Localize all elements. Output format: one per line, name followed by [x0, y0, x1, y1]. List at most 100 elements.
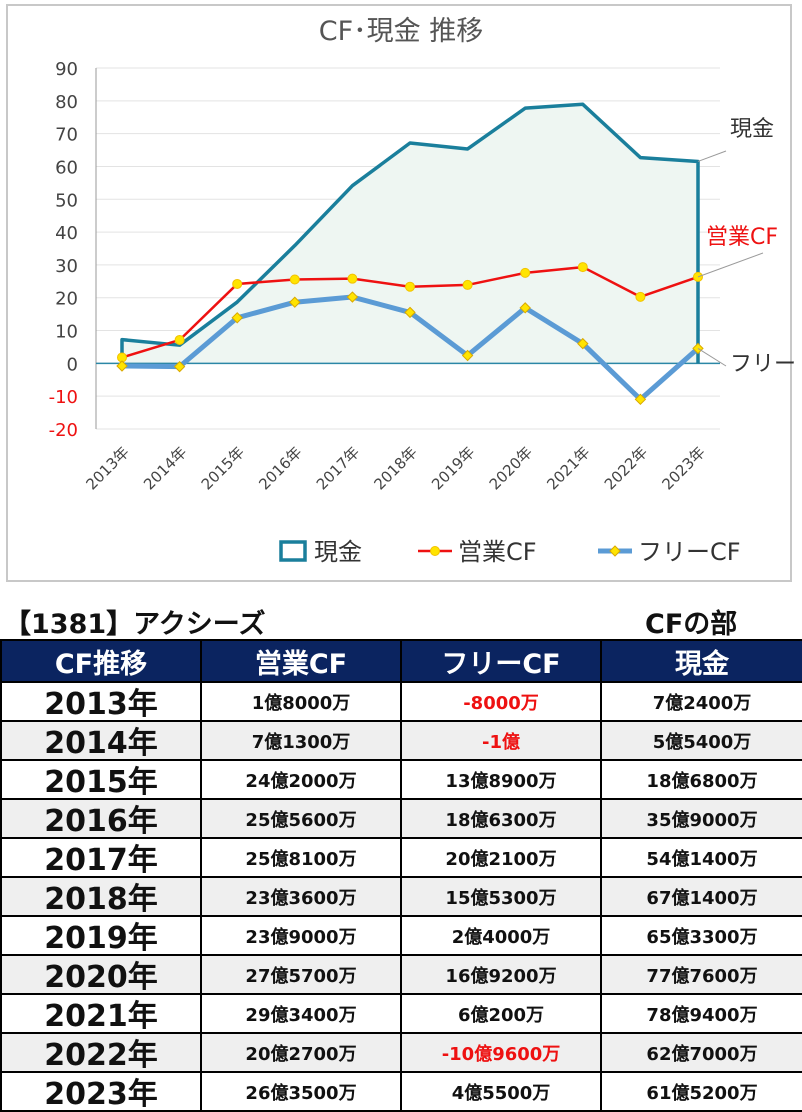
year-cell: 2017年	[0, 837, 202, 878]
cash-cell: 67億1400万	[600, 876, 802, 917]
operating-cf-cell: 20億2700万	[200, 1032, 402, 1073]
year-cell: 2021年	[0, 993, 202, 1034]
year-cell: 2018年	[0, 876, 202, 917]
free-cf-cell: 6億200万	[400, 993, 602, 1034]
operating-cf-cell: 26億3500万	[200, 1071, 402, 1112]
annotation-leader	[697, 348, 727, 367]
legend-marker-operating-cf	[430, 546, 440, 556]
x-tick-label: 2022年	[601, 443, 651, 493]
table-row: 2020年 27億5700万 16億9200万 77億7600万	[0, 954, 802, 995]
free-cf-point	[519, 302, 531, 314]
legend-label-operating-cf: 営業CF	[458, 538, 537, 566]
operating-cf-point	[577, 262, 588, 273]
operating-cf-point	[289, 274, 300, 285]
legend-marker-free-cf	[609, 545, 621, 557]
company-title: 【1381】アクシーズ	[4, 609, 266, 640]
x-tick-label: 2020年	[486, 443, 536, 493]
free-cf-cell: 18億6300万	[400, 798, 602, 839]
year-cell: 2023年	[0, 1071, 202, 1112]
operating-cf-point	[174, 334, 185, 345]
cf-table: CF推移 営業CF フリーCF 現金 2013年 1億8000万 -8000万 7億2…	[0, 639, 802, 1112]
operating-cf-cell: 24億2000万	[200, 759, 402, 800]
cash-cell: 18億6800万	[600, 759, 802, 800]
x-tick-label: 2021年	[543, 443, 593, 493]
free-cf-cell: 20億2100万	[400, 837, 602, 878]
column-header-operating-cf: 営業CF	[200, 639, 402, 683]
table-row: 2014年 7億1300万 -1億 5億5400万	[0, 720, 802, 761]
series-line-cash	[120, 102, 700, 364]
cash-cell: 61億5200万	[600, 1071, 802, 1112]
operating-cf-point	[635, 291, 646, 302]
free-cf-point	[404, 306, 416, 319]
year-cell: 2020年	[0, 954, 202, 995]
cash-cell: 35億9000万	[600, 798, 802, 839]
y-tick-label: 30	[55, 256, 78, 277]
x-tick-label: 2019年	[428, 443, 478, 493]
column-header-free-cf: フリーCF	[400, 639, 602, 683]
section-title: CFの部	[645, 609, 738, 640]
free-cf-cell: -10億9600万	[400, 1032, 602, 1073]
cash-cell: 7億2400万	[600, 681, 802, 722]
cash-cell: 54億1400万	[600, 837, 802, 878]
free-cf-point	[634, 393, 647, 406]
table-body: 2013年 1億8000万 -8000万 7億2400万 2014年 7億1300万 -1億…	[0, 681, 802, 1112]
x-tick-label: 2014年	[140, 443, 190, 493]
year-cell: 2016年	[0, 798, 202, 839]
y-tick-label: 0	[67, 354, 78, 375]
operating-cf-point	[520, 267, 531, 278]
operating-cf-cell: 1億8000万	[200, 681, 402, 722]
year-cell: 2022年	[0, 1032, 202, 1073]
operating-cf-cell: 23億9000万	[200, 915, 402, 956]
table-row: 2019年 23億9000万 2億4000万 65億3300万	[0, 915, 802, 956]
table-row: 2021年 29億3400万 6億200万 78億9400万	[0, 993, 802, 1034]
table-header: CF推移 営業CF フリーCF 現金	[0, 639, 802, 683]
chart-title: CF･現金 推移	[319, 16, 483, 47]
y-tick-label: 70	[55, 125, 78, 146]
free-cf-cell: -8000万	[400, 681, 602, 722]
free-cf-cell: 4億5500万	[400, 1071, 602, 1112]
cash-cell: 5億5400万	[600, 720, 802, 761]
y-tick-label: 10	[55, 322, 78, 343]
operating-cf-cell: 23億3600万	[200, 876, 402, 917]
table-row: 2013年 1億8000万 -8000万 7億2400万	[0, 681, 802, 722]
x-tick-label: 2017年	[313, 443, 363, 493]
table-row: 2022年 20億2700万 -10億9600万 62億7000万	[0, 1032, 802, 1073]
y-tick-label: 60	[55, 157, 78, 178]
y-tick-label: -10	[49, 387, 78, 408]
table-row: 2017年 25億8100万 20億2100万 54億1400万	[0, 837, 802, 878]
x-tick-label: 2015年	[198, 443, 248, 493]
annotation-label: 営業CF	[706, 225, 778, 250]
table-row: 2018年 23億3600万 15億5300万 67億1400万	[0, 876, 802, 917]
operating-cf-cell: 29億3400万	[200, 993, 402, 1034]
table-row: 2015年 24億2000万 13億8900万 18億6800万	[0, 759, 802, 800]
annotation-label: 現金	[730, 117, 774, 142]
free-cf-cell: 16億9200万	[400, 954, 602, 995]
cash-cell: 77億7600万	[600, 954, 802, 995]
operating-cf-point	[347, 273, 358, 284]
operating-cf-cell: 25億8100万	[200, 837, 402, 878]
free-cf-point	[173, 360, 186, 373]
operating-cf-point	[405, 281, 415, 292]
year-cell: 2019年	[0, 915, 202, 956]
annotation-leader	[697, 252, 764, 278]
operating-cf-cell: 7億1300万	[200, 720, 402, 761]
cash-cell: 78億9400万	[600, 993, 802, 1034]
x-tick-label: 2023年	[658, 443, 708, 493]
cash-area	[122, 104, 698, 364]
column-header-year: CF推移	[0, 639, 202, 683]
chart-svg: CF･現金 推移9080706050403020100-10-20現金営業CFフ…	[49, 16, 794, 566]
y-tick-label: 80	[55, 92, 78, 113]
y-tick-label: -20	[49, 420, 78, 441]
free-cf-cell: -1億	[400, 720, 602, 761]
y-tick-label: 90	[55, 59, 78, 80]
table-row: 2023年 26億3500万 4億5500万 61億5200万	[0, 1071, 802, 1112]
y-tick-label: 50	[55, 190, 78, 211]
operating-cf-cell: 25億5600万	[200, 798, 402, 839]
free-cf-point	[577, 337, 589, 350]
column-header-cash: 現金	[600, 639, 802, 683]
free-cf-cell: 13億8900万	[400, 759, 602, 800]
chart-frame: CF･現金 推移 90 80 70 60 50 40 30 20 10 0 -10 -20 現金 営業CF フ…	[6, 4, 794, 582]
year-cell: 2015年	[0, 759, 202, 800]
table-row: 2016年 25億5600万 18億6300万 35億9000万	[0, 798, 802, 839]
free-cf-cell: 2億4000万	[400, 915, 602, 956]
